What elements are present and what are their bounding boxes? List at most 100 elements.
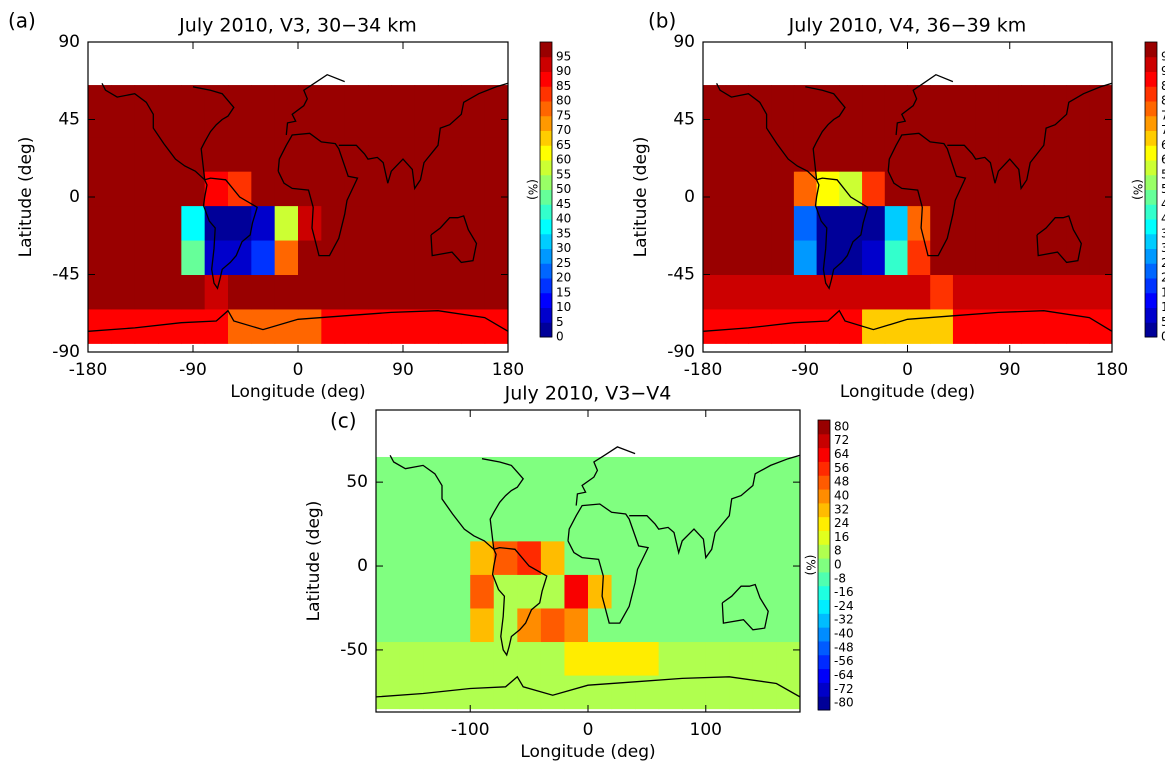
heat-cell [517,641,542,676]
colorbar-frame [539,41,553,338]
colorbar-tick-label: 0 [834,558,842,572]
heat-cell [158,171,182,207]
chart-title: July 2010, V3−V4 [504,383,672,405]
colorbar-box [1145,307,1157,323]
heat-cell [111,136,136,172]
heat-cell [952,102,977,138]
heat-cell [228,102,252,138]
heat-cell [344,274,369,310]
heat-cell [181,171,206,207]
heat-cell [793,240,818,275]
colorbar-box [1145,292,1157,308]
heat-cell [793,205,818,241]
heat-cell [391,240,416,275]
heat-cell [564,574,589,609]
colorbar-tick-label: -40 [834,627,854,641]
heat-cell [181,274,206,310]
heat-cell [158,205,182,241]
heat-cell [975,308,999,344]
heat-cell [975,85,999,103]
heat-cell [884,136,908,172]
colorbar-box [1145,160,1157,176]
heat-cell [368,308,392,344]
plot-area [703,42,1112,352]
heat-cell [816,205,840,241]
colorbar-box [540,42,552,58]
heat-cell [438,205,462,241]
heat-cell [862,171,886,207]
colorbar-box [1145,248,1157,264]
heat-cell [298,102,322,138]
heat-cell [111,205,136,241]
colorbar-box [540,292,552,308]
colorbar-tick-label: 40 [556,212,571,226]
heat-cell [414,205,439,241]
heat-cell [862,205,886,241]
colorbar-tick-label: 0 [556,330,564,344]
heat-cell [930,308,954,344]
heat-cell [635,473,660,508]
y-tick-label: 50 [346,472,368,492]
y-tick-label: 0 [69,187,80,207]
heat-cell [461,102,486,138]
colorbar-box [540,115,552,131]
y-tick-label: 45 [673,110,695,130]
heat-cell [111,240,136,275]
colorbar-tick-label: 55 [1161,167,1165,181]
y-tick-label: 0 [684,187,695,207]
heat-cell [446,540,471,575]
heat-cell [862,102,886,138]
colorbar-box [818,599,830,614]
heat-cell [748,240,772,275]
heat-cell [564,675,589,710]
heat-cell [705,540,730,575]
heat-cell [682,641,707,676]
heat-cell [134,102,159,138]
colorbar-box [1145,71,1157,87]
panel: -100 0 100 -50 0 50 Longitude (deg) Latitude (d… [304,383,854,762]
heat-cell [729,675,754,710]
heat-cell [111,171,136,207]
colorbar-label: (%) [526,179,540,200]
heat-cell [251,171,276,207]
heat-cell [399,507,424,542]
x-tick-label: 90 [999,360,1021,380]
colorbar-box [818,585,830,601]
heat-cell [703,205,727,241]
heat-cell [461,171,486,207]
colorbar-box [540,307,552,323]
heat-cell [839,136,863,172]
heat-cell [1043,171,1068,207]
heat-cell [1089,240,1112,275]
colorbar-tick-label: 90 [556,64,571,78]
heat-cell [461,205,486,241]
heat-cell [729,641,754,676]
heat-cell [564,641,589,676]
heat-cell [391,205,416,241]
heat-cell [635,456,660,475]
heat-cell [884,205,908,241]
heat-cell [368,85,392,103]
heat-cell [705,675,730,710]
heat-cell [274,85,299,103]
coastline [88,309,508,332]
colorbar-tick-label: 32 [834,502,849,516]
heat-cell [158,240,182,275]
colorbar-box [1145,101,1157,117]
heat-cell [975,136,999,172]
coastline [285,73,345,136]
heat-cell [228,205,252,241]
heat-cell [368,240,392,275]
heat-cell [752,456,777,475]
heat-cell [611,641,636,676]
heat-cell [446,641,471,676]
colorbar-box [818,640,830,656]
heat-cell [703,102,727,138]
heat-cell [438,240,462,275]
heat-cell [423,641,448,676]
heat-cell [321,171,346,207]
heat-cell [658,574,683,609]
colorbar-tick-label: 70 [1161,123,1165,137]
heat-cell [517,675,542,710]
